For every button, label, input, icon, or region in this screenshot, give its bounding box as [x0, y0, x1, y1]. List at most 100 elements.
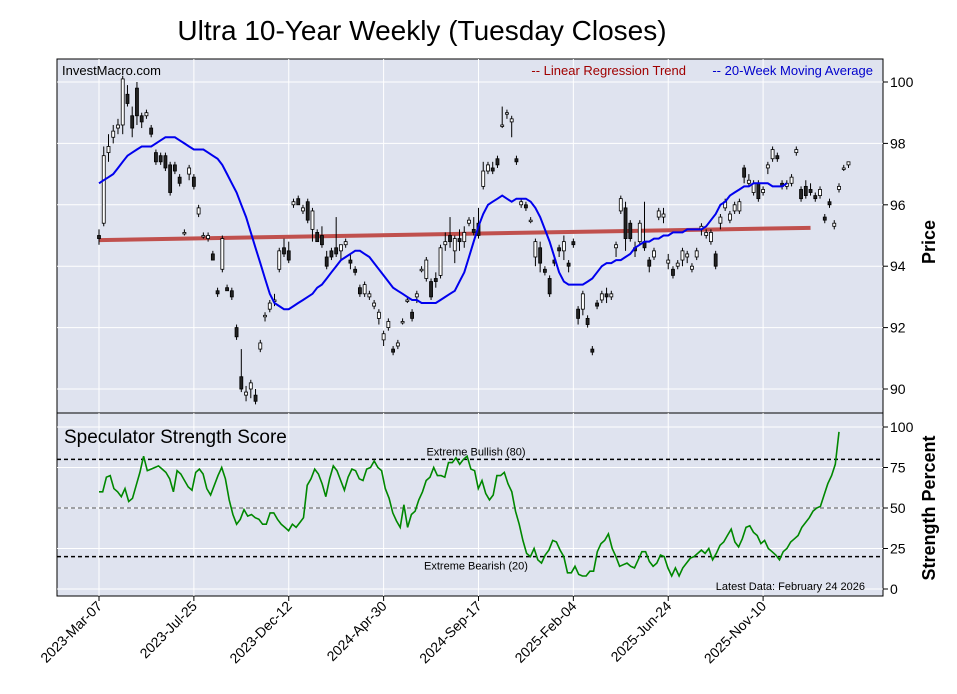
candle — [154, 149, 158, 165]
strength-tick-label: 50 — [890, 500, 906, 516]
candle — [168, 161, 173, 196]
candle — [675, 260, 680, 270]
candle-body — [149, 127, 154, 135]
candle — [746, 174, 751, 187]
strength-score-line — [99, 431, 840, 578]
candle-body — [604, 293, 609, 298]
latest-data: Latest Data: February 24 2026 — [716, 581, 865, 593]
candle — [547, 275, 552, 297]
strength-tick-label: 75 — [890, 460, 906, 476]
candle — [163, 152, 168, 172]
candle — [452, 235, 457, 264]
candle — [277, 247, 282, 273]
candle — [827, 198, 832, 208]
candle-body — [742, 167, 747, 178]
candle-body — [623, 207, 628, 239]
candle-body — [637, 222, 642, 243]
candle-body — [324, 256, 329, 267]
candle — [239, 349, 244, 393]
candle-body — [339, 244, 343, 252]
candle-body — [599, 293, 604, 301]
candle — [125, 85, 130, 107]
candle — [367, 290, 372, 300]
candle-body — [154, 152, 158, 163]
candle — [234, 324, 239, 340]
candle-body — [822, 216, 827, 221]
candle-body — [509, 118, 514, 123]
candle — [339, 244, 343, 261]
candle-body — [120, 78, 125, 126]
candle-body — [775, 155, 780, 160]
candle — [381, 330, 386, 347]
candle-body — [528, 219, 533, 223]
candle-body — [486, 164, 490, 172]
candle — [604, 287, 609, 304]
candle — [761, 186, 766, 196]
candle-body — [794, 149, 799, 154]
candle-body — [405, 299, 410, 302]
candle — [106, 134, 111, 162]
candle — [310, 207, 315, 242]
candle — [149, 124, 154, 138]
candle — [794, 146, 799, 156]
price-y-ticks: 90 92 94 96 98 100 — [883, 74, 914, 397]
candle — [524, 201, 528, 211]
candle-body — [433, 278, 438, 282]
candle-body — [561, 241, 566, 252]
candle-body — [542, 268, 547, 273]
candle-body — [756, 182, 761, 200]
candle-body — [808, 189, 813, 193]
candle-body — [267, 302, 272, 310]
candle — [357, 284, 362, 297]
candle-body — [490, 167, 495, 172]
candle-body — [357, 287, 362, 295]
candle-body — [694, 250, 699, 258]
candle-body — [348, 259, 353, 264]
candle — [424, 256, 429, 282]
candle-body — [177, 176, 182, 184]
candle-body — [400, 321, 405, 324]
candle-body — [305, 201, 310, 221]
strength-tick-label: 0 — [890, 581, 898, 597]
candle-body — [505, 112, 509, 115]
candle-body — [547, 278, 552, 295]
candle — [229, 287, 234, 300]
candle — [599, 290, 604, 304]
candle — [557, 244, 562, 257]
candle — [258, 339, 263, 353]
candle-body — [732, 204, 737, 212]
candle-body — [310, 210, 315, 230]
candle-body — [376, 311, 381, 319]
candle-body — [263, 314, 267, 318]
candle — [727, 210, 732, 224]
candle — [580, 290, 585, 316]
candle — [576, 306, 581, 325]
candle-body — [187, 167, 192, 175]
candle — [429, 278, 433, 300]
candle-body — [770, 149, 775, 160]
candle — [618, 195, 623, 215]
candle — [514, 155, 519, 165]
candle-body — [443, 241, 448, 246]
candle-body — [671, 268, 675, 276]
x-tick-label: 2023-Jul-25 — [136, 598, 200, 662]
candle-body — [225, 287, 229, 292]
candle — [561, 235, 566, 261]
candle-body — [595, 302, 599, 307]
candle — [609, 290, 614, 300]
candle-body — [116, 124, 120, 129]
candle-body — [718, 216, 723, 224]
candle-body — [315, 232, 320, 243]
candle — [718, 214, 723, 230]
candle-body — [97, 235, 101, 239]
candle — [206, 232, 211, 242]
candle — [158, 152, 163, 165]
watermark: InvestMacro.com — [62, 63, 161, 78]
candle — [775, 152, 780, 162]
price-candles — [97, 75, 851, 405]
candle — [301, 204, 305, 215]
candle — [376, 309, 381, 325]
candle-body — [106, 146, 111, 154]
candle-body — [135, 87, 139, 117]
candle — [789, 174, 794, 187]
